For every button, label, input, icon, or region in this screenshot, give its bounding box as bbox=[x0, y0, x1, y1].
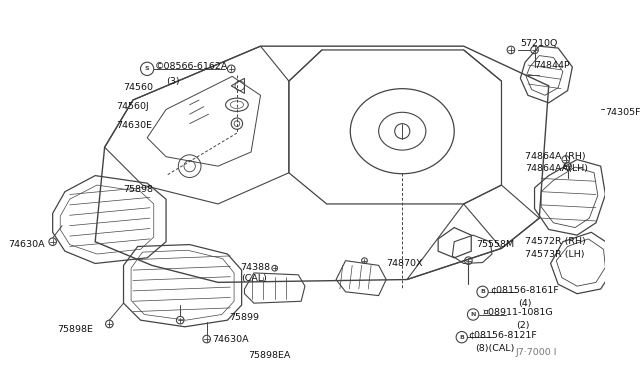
Text: ¢08156-8121F: ¢08156-8121F bbox=[468, 331, 537, 340]
Text: 75898EA: 75898EA bbox=[248, 351, 291, 360]
Text: S: S bbox=[145, 66, 150, 71]
Text: 75899: 75899 bbox=[229, 313, 259, 322]
Text: 74572R (RH): 74572R (RH) bbox=[525, 237, 586, 246]
Text: 74864A (RH): 74864A (RH) bbox=[525, 152, 586, 161]
Text: 74305F: 74305F bbox=[605, 108, 640, 117]
Text: ©08566-6162A: ©08566-6162A bbox=[155, 62, 228, 71]
Text: (4): (4) bbox=[518, 299, 532, 308]
Text: 74630E: 74630E bbox=[116, 121, 152, 130]
Text: 75898: 75898 bbox=[124, 185, 154, 194]
Text: B: B bbox=[480, 289, 485, 294]
Text: 74844P: 74844P bbox=[534, 61, 570, 70]
Text: 74630A: 74630A bbox=[212, 334, 249, 344]
Text: 74630A: 74630A bbox=[8, 240, 45, 249]
Text: 75558M: 75558M bbox=[476, 240, 514, 249]
Text: (3): (3) bbox=[166, 77, 180, 86]
Text: ¢08156-8161F: ¢08156-8161F bbox=[490, 285, 559, 294]
Text: ¤08911-1081G: ¤08911-1081G bbox=[483, 308, 553, 317]
Text: J7·7000 I: J7·7000 I bbox=[516, 348, 557, 357]
Text: 74870X: 74870X bbox=[386, 259, 422, 268]
Text: 74573R (LH): 74573R (LH) bbox=[525, 250, 584, 259]
Text: N: N bbox=[470, 312, 476, 317]
Text: 74560: 74560 bbox=[124, 83, 154, 92]
Text: (CAL): (CAL) bbox=[241, 274, 267, 283]
Text: B: B bbox=[460, 335, 464, 340]
Text: 74388: 74388 bbox=[241, 263, 271, 272]
Text: 75898E: 75898E bbox=[58, 325, 93, 334]
Text: 74560J: 74560J bbox=[116, 102, 148, 111]
Text: 57210Q: 57210Q bbox=[520, 39, 557, 48]
Text: 74864AA(LH): 74864AA(LH) bbox=[525, 164, 588, 173]
Text: (8)(CAL): (8)(CAL) bbox=[475, 344, 515, 353]
Text: (2): (2) bbox=[516, 321, 529, 330]
